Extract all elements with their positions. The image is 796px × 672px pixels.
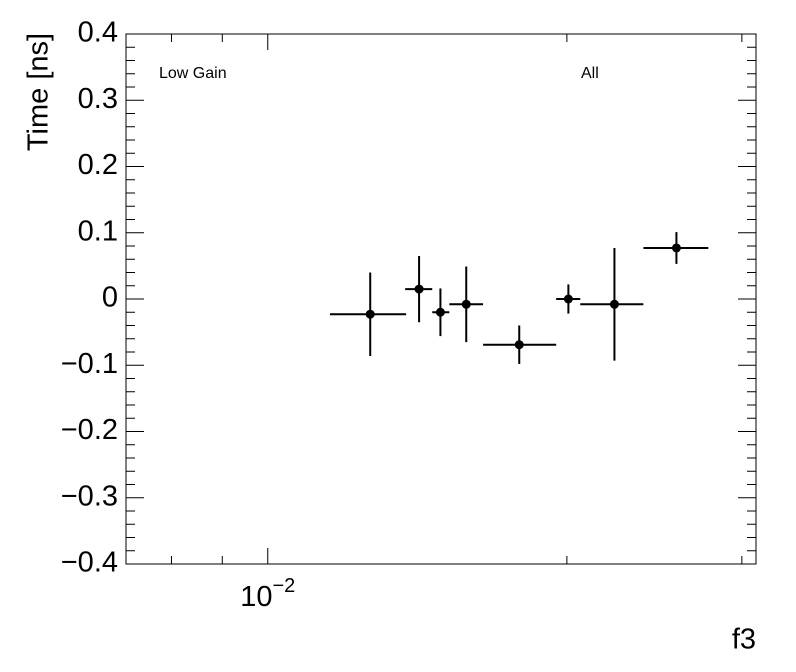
marker	[609, 299, 619, 309]
marker	[514, 340, 524, 350]
y-tick-label: −0.2	[61, 414, 118, 446]
x-axis-label: f3	[732, 624, 756, 656]
marker	[563, 294, 573, 304]
annotation: All	[581, 65, 599, 82]
y-tick-label: −0.4	[61, 547, 118, 579]
y-tick-label: −0.1	[61, 348, 118, 380]
y-tick-label: 0.1	[78, 215, 118, 247]
x-tick-base: 10	[240, 581, 272, 613]
x-tick-exponent: −2	[272, 575, 295, 597]
marker	[365, 309, 375, 319]
y-axis-label: Time [ns]	[23, 33, 55, 151]
marker	[461, 299, 471, 309]
marker	[414, 284, 424, 294]
y-tick-label: 0.3	[78, 83, 118, 115]
annotation: Low Gain	[159, 65, 227, 82]
marker	[435, 307, 445, 317]
y-tick-label: −0.3	[61, 480, 118, 512]
x-tick-label: 10−2	[240, 575, 295, 612]
y-tick-label: 0	[102, 282, 118, 314]
y-tick-label: 0.2	[78, 149, 118, 181]
y-tick-label: 0.4	[78, 17, 118, 49]
marker	[671, 243, 681, 253]
